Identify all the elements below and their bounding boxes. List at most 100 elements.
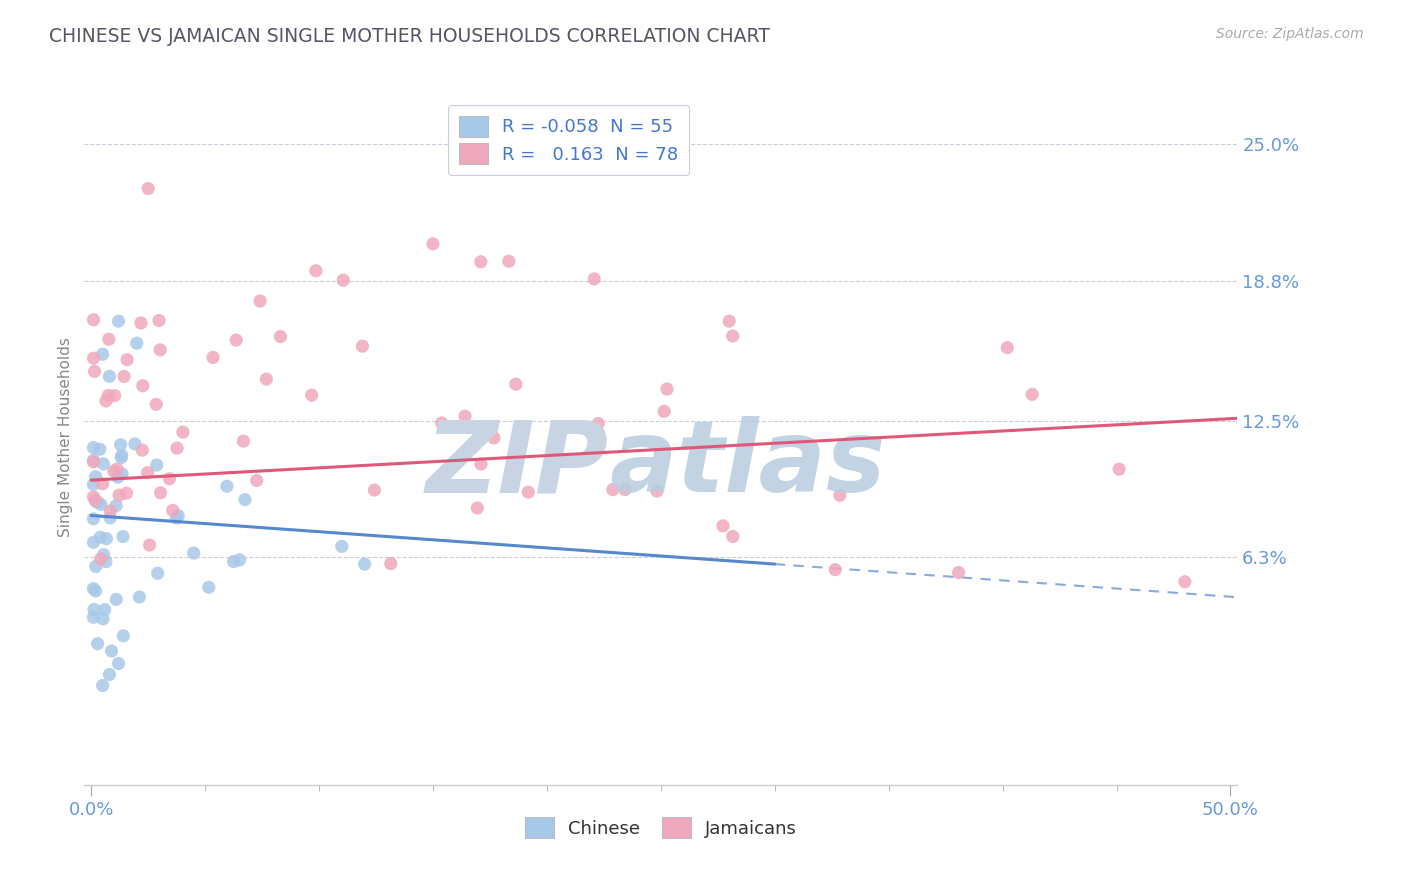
Point (115, 352, 138, 367)
Legend: Chinese, Jamaicans: Chinese, Jamaicans (517, 810, 804, 846)
Point (82, 610, 104, 624)
Point (96, 532, 118, 546)
Point (91, 679, 114, 693)
Point (233, 492, 256, 507)
Point (82, 582, 104, 596)
Point (93, 603, 115, 617)
Text: CHINESE VS JAMAICAN SINGLE MOTHER HOUSEHOLDS CORRELATION CHART: CHINESE VS JAMAICAN SINGLE MOTHER HOUSEH… (49, 27, 770, 45)
Point (94, 555, 117, 569)
Point (828, 488, 851, 502)
Point (583, 272, 606, 286)
Point (84, 469, 107, 483)
Point (103, 464, 125, 478)
Text: ZIP: ZIP (426, 417, 609, 514)
Point (104, 388, 127, 402)
Point (157, 472, 180, 486)
Point (84, 583, 107, 598)
Point (136, 466, 159, 480)
Point (97, 388, 120, 402)
Point (129, 316, 152, 330)
Point (149, 343, 172, 357)
Point (107, 657, 129, 671)
Point (301, 388, 323, 402)
Point (110, 438, 132, 452)
Point (90, 498, 112, 512)
Point (90, 552, 112, 566)
Point (136, 181, 159, 195)
Point (655, 382, 678, 396)
Point (498, 254, 520, 268)
Point (82, 455, 104, 469)
Point (721, 329, 744, 343)
Point (83, 602, 105, 616)
Point (183, 546, 205, 560)
Point (148, 313, 170, 327)
Point (167, 508, 190, 523)
Point (948, 566, 970, 580)
Point (505, 377, 527, 392)
Point (111, 530, 134, 544)
Point (82, 453, 104, 467)
Point (83, 364, 105, 378)
Point (470, 457, 492, 471)
Point (105, 462, 128, 476)
Point (165, 511, 187, 525)
Point (105, 592, 128, 607)
Point (86, 495, 108, 509)
Point (115, 486, 138, 500)
Point (586, 417, 609, 431)
Point (146, 566, 169, 581)
Point (91, 347, 114, 361)
Point (86, 637, 108, 651)
Point (112, 629, 135, 643)
Point (100, 504, 122, 518)
Point (332, 273, 354, 287)
Point (107, 470, 129, 484)
Point (82, 490, 104, 504)
Point (352, 339, 374, 353)
Point (249, 294, 271, 309)
Point (1108, 462, 1130, 476)
Point (82, 351, 104, 366)
Point (84, 559, 107, 574)
Point (380, 557, 402, 571)
Point (254, 372, 277, 386)
Point (124, 437, 146, 451)
Point (82, 535, 104, 549)
Point (91, 612, 114, 626)
Point (128, 590, 150, 604)
Point (824, 563, 846, 577)
Point (363, 483, 385, 497)
Point (97, 332, 120, 346)
Text: Source: ZipAtlas.com: Source: ZipAtlas.com (1216, 27, 1364, 41)
Point (125, 336, 148, 351)
Point (93, 457, 115, 471)
Y-axis label: Single Mother Households: Single Mother Households (58, 337, 73, 537)
Point (1021, 387, 1043, 401)
Point (84, 493, 107, 508)
Point (131, 443, 153, 458)
Point (98, 511, 121, 525)
Point (330, 540, 353, 554)
Point (112, 369, 135, 384)
Point (614, 483, 637, 497)
Point (270, 329, 292, 343)
Point (1174, 574, 1197, 589)
Point (645, 484, 668, 499)
Point (228, 553, 250, 567)
Point (995, 341, 1018, 355)
Point (84, 494, 107, 508)
Point (430, 416, 453, 430)
Point (82, 441, 104, 455)
Point (94, 394, 117, 409)
Point (98, 667, 121, 681)
Point (222, 554, 245, 568)
Point (110, 450, 132, 465)
Point (82, 512, 104, 526)
Point (454, 409, 477, 424)
Point (98, 369, 121, 384)
Point (172, 425, 194, 439)
Point (201, 351, 224, 365)
Point (89, 530, 111, 544)
Point (198, 580, 221, 594)
